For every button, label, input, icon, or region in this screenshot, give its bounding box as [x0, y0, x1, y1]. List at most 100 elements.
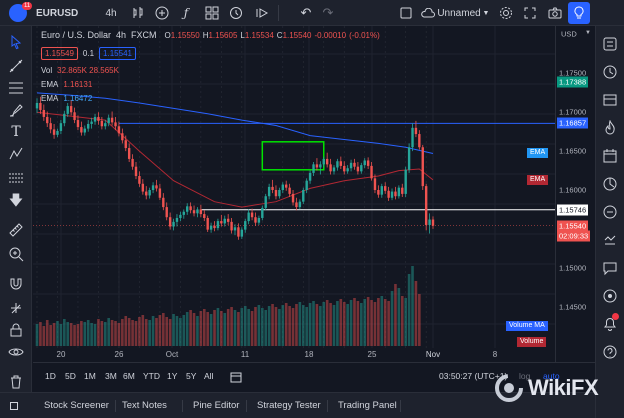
time-axis[interactable]: 20 26 Oct 11 18 25 Nov 8: [33, 348, 555, 362]
zoom-in-icon[interactable]: [8, 246, 24, 262]
range-1y[interactable]: 1Y: [167, 371, 178, 381]
range-ytd[interactable]: YTD: [143, 371, 160, 381]
volume-bar: [237, 312, 240, 346]
range-6m[interactable]: 6M: [123, 371, 135, 381]
publish-idea-icon[interactable]: [568, 2, 590, 24]
range-1m[interactable]: 1M: [84, 371, 96, 381]
range-3m[interactable]: 3M: [105, 371, 117, 381]
patterns-icon[interactable]: [8, 146, 24, 162]
volume-bar: [353, 298, 356, 346]
notifications-icon[interactable]: [602, 313, 619, 332]
buy-button[interactable]: 1.15541: [99, 47, 136, 60]
indicators-fx-icon[interactable]: ƒ: [183, 6, 189, 20]
volume-bar: [366, 297, 370, 346]
range-all[interactable]: All: [204, 371, 214, 381]
volume-ma-tag: Volume MA: [506, 321, 548, 331]
log-toggle[interactable]: log: [519, 371, 531, 381]
camera-icon[interactable]: [544, 0, 566, 26]
auto-toggle[interactable]: auto: [543, 371, 560, 381]
news-icon[interactable]: [602, 176, 618, 192]
compare-plus-icon[interactable]: [150, 0, 174, 26]
tab-pine-editor[interactable]: Pine Editor: [193, 400, 240, 411]
volume-bar: [404, 298, 407, 346]
tab-stock-screener[interactable]: Stock Screener: [44, 400, 109, 411]
currency-label[interactable]: USD: [561, 29, 577, 39]
volume-bar: [322, 302, 326, 346]
pine-icon[interactable]: [602, 288, 618, 304]
volume-bar: [209, 314, 213, 346]
replay-icon[interactable]: [250, 0, 274, 26]
watchlist-icon[interactable]: [602, 36, 618, 52]
clock[interactable]: 03:50:27 (UTC+1): [439, 371, 508, 381]
spread-value: 0.1: [82, 49, 95, 58]
range-1d[interactable]: 1D: [45, 371, 56, 381]
undo-icon[interactable]: ↶: [300, 5, 312, 20]
settings-gear-icon[interactable]: [496, 0, 516, 26]
calendar-icon[interactable]: [602, 148, 618, 164]
price-chart[interactable]: [33, 26, 555, 348]
cursor-icon[interactable]: [8, 34, 24, 50]
volume-label: Vol: [41, 66, 53, 75]
volume-bar: [363, 299, 367, 346]
candle-body: [366, 160, 370, 166]
tab-strategy-tester[interactable]: Strategy Tester: [257, 400, 321, 411]
text-tool-icon[interactable]: T: [11, 124, 21, 140]
arrow-down-icon[interactable]: 🡇: [8, 192, 24, 208]
candle-body: [312, 164, 315, 173]
templates-grid-icon[interactable]: [200, 0, 224, 26]
volume-bar: [418, 294, 421, 346]
lock-drawing-icon[interactable]: [8, 300, 24, 316]
candle-body: [93, 116, 97, 122]
candle-body: [336, 161, 339, 168]
interval-button[interactable]: 4h: [105, 7, 117, 19]
cloud-icon[interactable]: [420, 0, 436, 26]
range-5y[interactable]: 5Y: [186, 371, 197, 381]
candles-icon[interactable]: [126, 0, 150, 26]
candle-body: [107, 117, 110, 124]
prediction-icon[interactable]: [8, 170, 24, 186]
candle-body: [295, 202, 298, 208]
lock-icon[interactable]: [8, 322, 24, 338]
magnet-icon[interactable]: [8, 276, 24, 292]
currency-chevron-icon[interactable]: ▼: [585, 30, 591, 36]
ideas-icon[interactable]: [602, 204, 618, 220]
ema-fast-label: EMA: [41, 80, 59, 89]
candle-body: [226, 218, 230, 222]
candle-body: [339, 161, 343, 166]
fullscreen-icon[interactable]: [520, 0, 540, 26]
volume-bar: [342, 302, 346, 346]
hotlist-icon[interactable]: [602, 119, 618, 136]
candle-body: [387, 190, 390, 198]
help-icon[interactable]: [602, 344, 618, 360]
streams-icon[interactable]: [602, 232, 618, 248]
chats-icon[interactable]: [602, 260, 618, 276]
sell-button[interactable]: 1.15549: [41, 47, 78, 60]
alerts-clock-icon[interactable]: [602, 64, 618, 80]
fib-icon[interactable]: [8, 80, 24, 96]
calendar-range-icon[interactable]: [230, 370, 242, 383]
tab-text-notes[interactable]: Text Notes: [122, 400, 167, 411]
volume-bar: [230, 307, 233, 346]
price-axis[interactable]: USD ▼ 1.175001.170001.165001.160001.1550…: [555, 26, 595, 362]
layout-name[interactable]: Unnamed: [437, 7, 481, 19]
layout-icon[interactable]: [396, 0, 416, 26]
brush-icon[interactable]: [8, 102, 24, 118]
symbol-search[interactable]: EURUSD: [36, 7, 79, 19]
avatar[interactable]: 11: [4, 0, 33, 26]
chevron-down-icon[interactable]: ▼: [482, 9, 490, 17]
ruler-icon[interactable]: [8, 222, 24, 238]
candle-body: [308, 172, 312, 181]
eye-icon[interactable]: [8, 344, 24, 360]
trend-line-icon[interactable]: [8, 58, 24, 74]
panel-toggle-icon[interactable]: [10, 402, 18, 410]
tab-trading-panel[interactable]: Trading Panel: [338, 400, 397, 411]
redo-icon[interactable]: ↷: [322, 5, 334, 20]
trash-icon[interactable]: [8, 374, 24, 390]
candle-body: [233, 227, 237, 231]
data-window-icon[interactable]: [602, 92, 618, 108]
volume-bar: [175, 316, 179, 346]
candle-body: [223, 218, 226, 224]
alert-clock-icon[interactable]: [224, 0, 248, 26]
candle-body: [66, 106, 69, 114]
range-5d[interactable]: 5D: [65, 371, 76, 381]
